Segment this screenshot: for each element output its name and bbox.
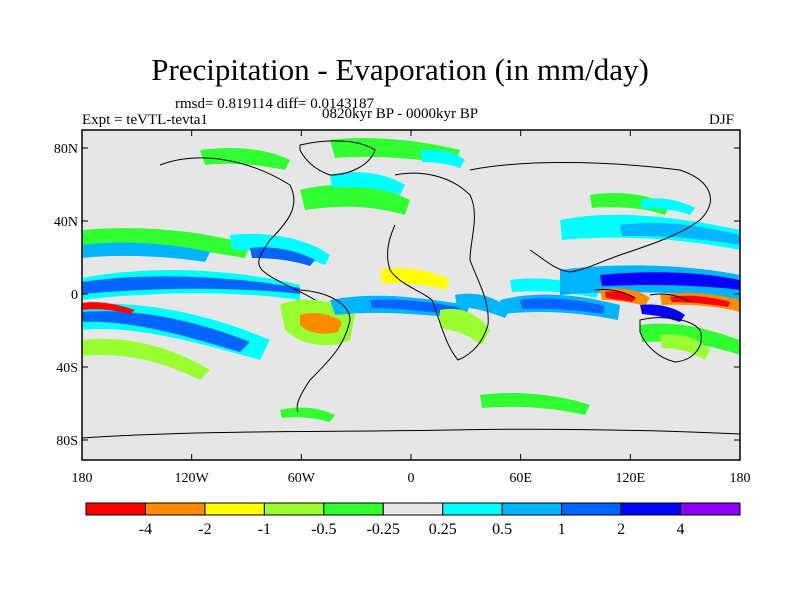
- colorbar-box: [501, 502, 563, 516]
- lon-tick-label: 60E: [509, 471, 532, 486]
- colorbar-box: [382, 502, 444, 516]
- stats-label: rmsd= 0.819114 diff= 0.0143187: [175, 96, 374, 112]
- experiment-label: Expt = teVTL-tevta1: [82, 112, 208, 128]
- colorbar-label: 0.5: [492, 521, 512, 538]
- coastlines: [82, 140, 740, 439]
- lat-tick-label: 80N: [54, 142, 78, 157]
- colorbar-box: [144, 502, 206, 516]
- lon-tick-label: 180: [72, 471, 93, 486]
- colorbar-box: [323, 502, 384, 516]
- colorbar-label: -0.25: [367, 521, 400, 538]
- season-label: DJF: [709, 112, 735, 128]
- lat-tick-label: 0: [71, 288, 78, 303]
- colorbar-label: -2: [198, 521, 211, 538]
- period-label: 0820kyr BP - 0000kyr BP: [322, 106, 479, 122]
- colorbar-box: [561, 502, 622, 516]
- colorbar-box: [263, 502, 325, 516]
- lon-tick-label: 120W: [175, 471, 210, 486]
- lon-tick-label: 60W: [288, 471, 316, 486]
- colorbar-label: 4: [677, 521, 685, 538]
- colorbar-box: [204, 502, 265, 516]
- plot-title: Precipitation - Evaporation (in mm/day): [151, 52, 649, 87]
- lon-tick-label: 120E: [616, 471, 646, 486]
- colorbar-label: 0.25: [429, 521, 457, 538]
- lon-tick-label: 0: [408, 471, 415, 486]
- colorbar-label: -0.5: [311, 521, 336, 538]
- colorbar: -4 -2 -1 -0.5 -0.25 0.25 0.5 1 2 4: [85, 502, 741, 538]
- colorbar-label: -4: [139, 521, 152, 538]
- latitude-axis: 80N 40N 0 40S 80S: [54, 142, 740, 449]
- colorbar-box: [85, 502, 146, 516]
- colorbar-box: [442, 502, 503, 516]
- map-field: [82, 130, 740, 460]
- lat-tick-label: 80S: [56, 434, 78, 449]
- colorbar-label: -1: [258, 521, 271, 538]
- precip-evap-field: [82, 138, 740, 422]
- lat-tick-label: 40N: [54, 215, 78, 230]
- lon-tick-label: 180: [730, 471, 751, 486]
- colorbar-label: 2: [617, 521, 625, 538]
- colorbar-box: [620, 502, 682, 516]
- longitude-axis: 180 120W 60W 0 60E 120E 180: [72, 130, 751, 486]
- colorbar-label: 1: [558, 521, 566, 538]
- lat-tick-label: 40S: [56, 361, 78, 376]
- colorbar-box: [680, 502, 741, 516]
